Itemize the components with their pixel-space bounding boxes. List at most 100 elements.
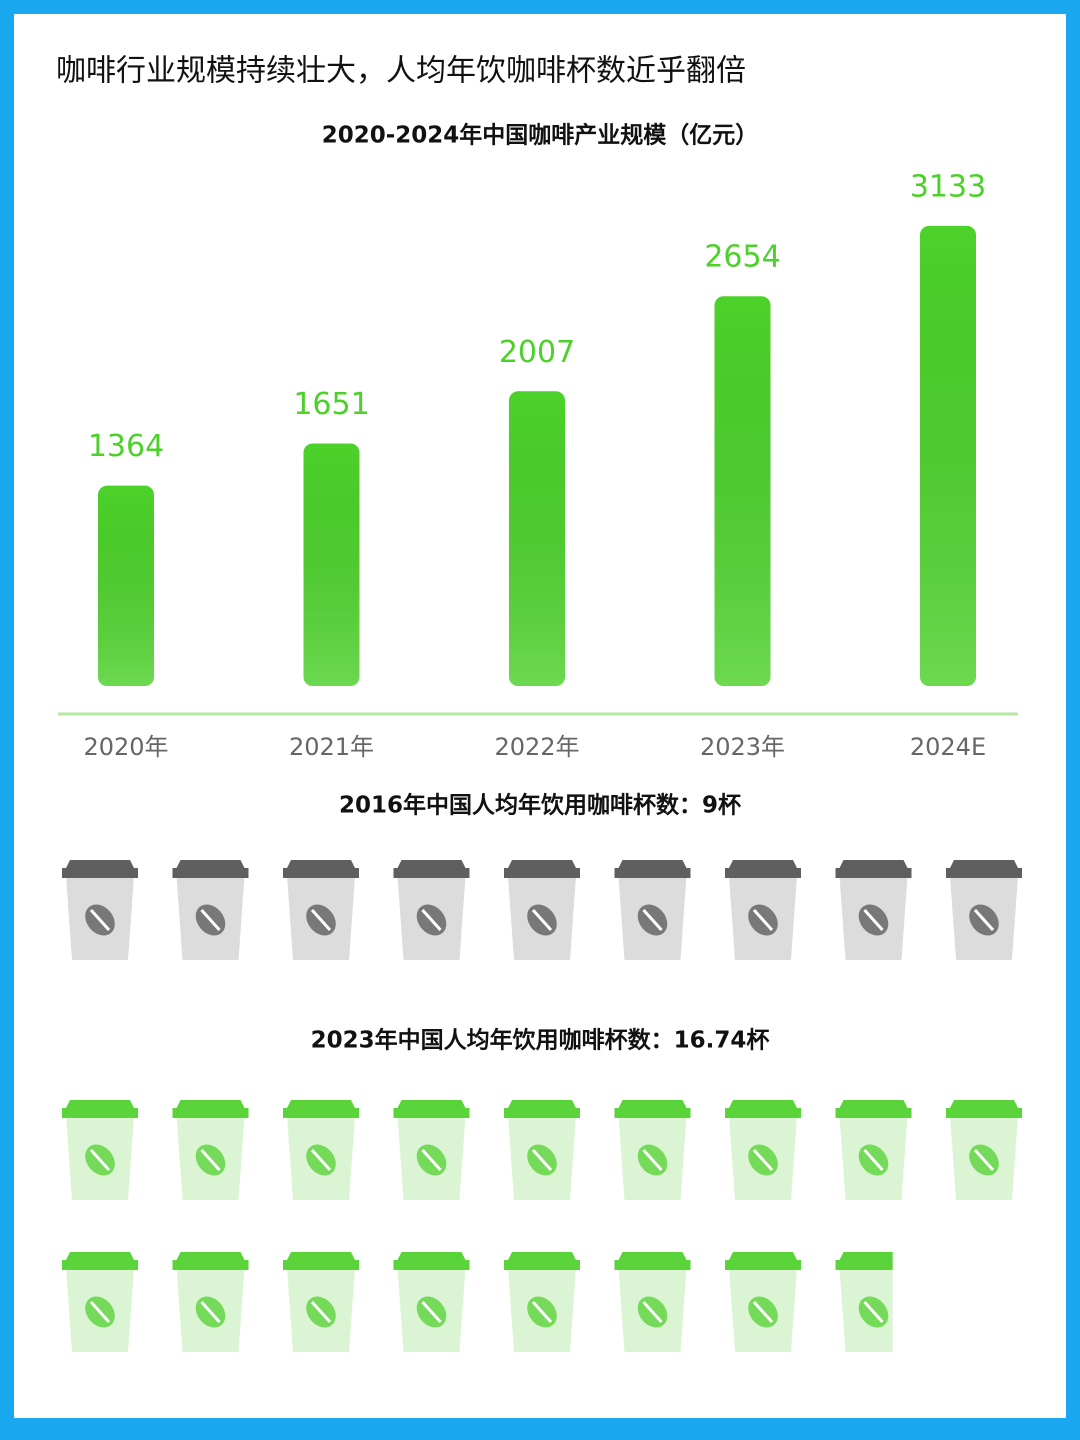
cup-lid xyxy=(62,860,138,878)
cup-lid xyxy=(393,1100,470,1118)
cup-lid xyxy=(725,1252,801,1270)
cup-lid xyxy=(283,1100,359,1118)
value-label: 3133 xyxy=(910,169,986,204)
cup-icon xyxy=(725,860,801,960)
cup-bean-line xyxy=(200,908,221,932)
cup-icon xyxy=(725,1100,801,1200)
cup-icon xyxy=(614,860,691,960)
x-tick-label: 2020年 xyxy=(83,733,168,761)
bar-shade xyxy=(714,296,771,686)
cup-bean-line xyxy=(310,1300,332,1324)
cup-lid xyxy=(504,1252,580,1270)
cup-lid xyxy=(393,1252,470,1270)
cup-lid xyxy=(725,1100,801,1118)
cup-icon xyxy=(393,1100,470,1200)
chart-title: 2023年中国人均年饮用咖啡杯数：16.74杯 xyxy=(311,1027,770,1054)
cup-icon xyxy=(504,1100,580,1200)
bar-shade xyxy=(303,443,360,686)
cup-bean-line xyxy=(642,1148,663,1172)
cup-icon xyxy=(172,1252,249,1352)
panel xyxy=(14,14,1066,1418)
cup-lid xyxy=(835,860,912,878)
cup-bean-line xyxy=(531,908,553,932)
cup-icon xyxy=(504,860,580,960)
cup-lid xyxy=(946,860,1022,878)
cup-lid xyxy=(614,860,691,878)
x-tick-label: 2021年 xyxy=(289,733,374,761)
cup-lid xyxy=(504,1100,580,1118)
cup-lid xyxy=(393,860,470,878)
cup-lid xyxy=(725,860,801,878)
cup-icon xyxy=(172,1100,249,1200)
cup-bean-line xyxy=(863,1300,884,1324)
chart-title: 2016年中国人均年饮用咖啡杯数：9杯 xyxy=(339,792,741,819)
cup-lid xyxy=(283,1252,359,1270)
cup-bean-line xyxy=(973,908,995,932)
bar-shade xyxy=(509,391,565,686)
cup-icon xyxy=(283,860,359,960)
cup-icon xyxy=(172,860,249,960)
cup-icon xyxy=(725,1252,801,1352)
cup-lid xyxy=(62,1252,138,1270)
cup-icon xyxy=(62,860,138,960)
cup-bean-line xyxy=(642,1300,663,1324)
value-label: 1364 xyxy=(88,429,164,464)
cup-bean-line xyxy=(200,1300,221,1324)
cup-bean-line xyxy=(310,908,332,932)
cup-bean-line xyxy=(973,1148,995,1172)
cup-bean-line xyxy=(421,1300,442,1324)
cup-lid xyxy=(614,1100,691,1118)
x-tick-label: 2023年 xyxy=(700,733,785,761)
chart-title: 2020-2024年中国咖啡产业规模（亿元） xyxy=(322,122,759,149)
cup-bean-line xyxy=(752,1300,774,1324)
cup-bean-line xyxy=(531,1148,553,1172)
cup-lid xyxy=(62,1100,138,1118)
cup-icon xyxy=(283,1100,359,1200)
cup-lid xyxy=(172,1252,249,1270)
cup-icon xyxy=(946,860,1022,960)
value-label: 2007 xyxy=(499,335,575,370)
value-label: 2654 xyxy=(704,240,780,275)
cup-icon xyxy=(946,1100,1022,1200)
cup-icon xyxy=(614,1100,691,1200)
bar-shade xyxy=(98,485,154,686)
cup-icon xyxy=(62,1100,138,1200)
cup-lid xyxy=(283,860,359,878)
x-tick-label: 2022年 xyxy=(494,733,579,761)
cup-icon xyxy=(835,1100,912,1200)
cup-bean-line xyxy=(863,908,884,932)
cup-bean-line xyxy=(752,1148,774,1172)
cup-icon xyxy=(393,1252,470,1352)
cup-icon xyxy=(835,1252,893,1352)
cup-bean-line xyxy=(310,1148,332,1172)
cup-lid xyxy=(614,1252,691,1270)
cup-lid xyxy=(172,860,249,878)
cup-lid xyxy=(835,1252,893,1270)
cup-bean-line xyxy=(642,908,663,932)
cup-icon xyxy=(393,860,470,960)
cup-lid xyxy=(946,1100,1022,1118)
page-title: 咖啡行业规模持续壮大，人均年饮咖啡杯数近乎翻倍 xyxy=(56,54,746,89)
cup-lid xyxy=(835,1100,912,1118)
bar-shade xyxy=(920,225,976,686)
cup-icon xyxy=(835,860,912,960)
cup-bean-line xyxy=(89,908,111,932)
cup-bean-line xyxy=(752,908,774,932)
cup-lid xyxy=(504,860,580,878)
cup-icon xyxy=(504,1252,580,1352)
cup-icon xyxy=(62,1252,138,1352)
cup-lid xyxy=(172,1100,249,1118)
cup-bean-line xyxy=(89,1148,111,1172)
cup-bean-line xyxy=(531,1300,553,1324)
cup-bean-line xyxy=(421,1148,442,1172)
value-label: 1651 xyxy=(293,387,369,422)
cup-bean-line xyxy=(863,1148,884,1172)
cup-icon xyxy=(283,1252,359,1352)
cup-bean-line xyxy=(421,908,442,932)
cup-bean-line xyxy=(200,1148,221,1172)
cup-icon xyxy=(614,1252,691,1352)
x-tick-label: 2024E xyxy=(910,733,986,761)
cup-bean-line xyxy=(89,1300,111,1324)
